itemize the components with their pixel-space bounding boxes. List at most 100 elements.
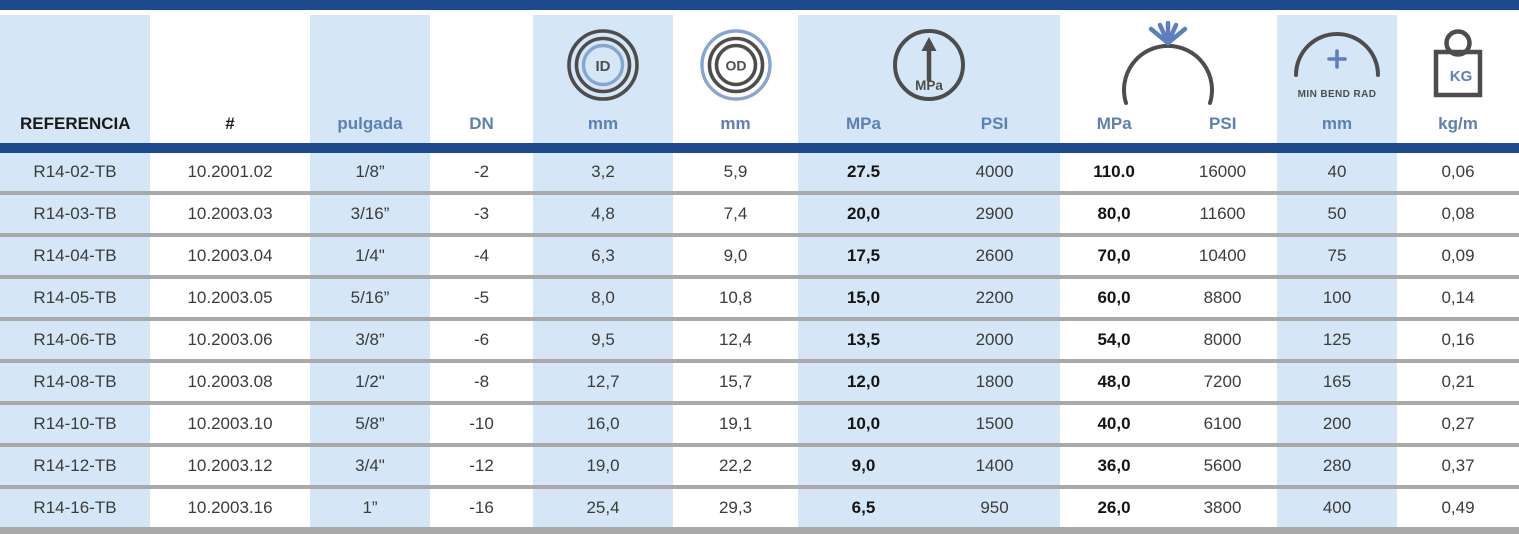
cell-work-pressure-psi: 2600 (929, 237, 1060, 275)
cell-od-mm: 10,8 (673, 279, 798, 317)
cell-id-mm: 6,3 (533, 237, 673, 275)
spec-table: REFERENCIA # pulgada DN ID mm OD (0, 15, 1519, 534)
cell-part-number: 10.2003.08 (150, 363, 310, 401)
cell-work-pressure-psi: 4000 (929, 153, 1060, 191)
cell-min-bend-rad-mm: 125 (1277, 321, 1397, 359)
cell-referencia: R14-06-TB (0, 321, 150, 359)
cell-id-mm: 25,4 (533, 489, 673, 527)
row-separator (0, 359, 1519, 363)
header-burst-pressure: MPa PSI (1060, 15, 1277, 143)
cell-work-pressure-mpa: 10,0 (798, 405, 929, 443)
row-separator (0, 401, 1519, 405)
cell-work-pressure-psi: 2200 (929, 279, 1060, 317)
cell-work-pressure-mpa: 9,0 (798, 447, 929, 485)
cell-work-pressure-psi: 950 (929, 489, 1060, 527)
cell-id-mm: 4,8 (533, 195, 673, 233)
cell-burst-pressure-mpa: 40,0 (1060, 405, 1168, 443)
cell-min-bend-rad-mm: 40 (1277, 153, 1397, 191)
cell-id-mm: 3,2 (533, 153, 673, 191)
cell-part-number: 10.2003.03 (150, 195, 310, 233)
cell-pulgada: 1” (310, 489, 430, 527)
cell-burst-pressure-mpa: 110.0 (1060, 153, 1168, 191)
cell-od-mm: 22,2 (673, 447, 798, 485)
cell-part-number: 10.2003.06 (150, 321, 310, 359)
cell-od-mm: 12,4 (673, 321, 798, 359)
cell-burst-pressure-mpa: 48,0 (1060, 363, 1168, 401)
row-separator (0, 317, 1519, 321)
cell-dn: -5 (430, 279, 533, 317)
cell-od-mm: 7,4 (673, 195, 798, 233)
cell-burst-pressure-mpa: 26,0 (1060, 489, 1168, 527)
cell-burst-pressure-psi: 8800 (1168, 279, 1277, 317)
header-min-bend-radius: MIN BEND RAD mm (1277, 15, 1397, 143)
header-working-pressure: MPa MPa PSI (798, 15, 1060, 143)
cell-weight-kg-m: 0,08 (1397, 195, 1519, 233)
cell-work-pressure-psi: 2900 (929, 195, 1060, 233)
svg-text:ID: ID (596, 58, 611, 75)
header-outer-diameter: OD mm (673, 15, 798, 143)
cell-burst-pressure-psi: 3800 (1168, 489, 1277, 527)
cell-work-pressure-mpa: 15,0 (798, 279, 929, 317)
cell-burst-pressure-mpa: 80,0 (1060, 195, 1168, 233)
cell-od-mm: 29,3 (673, 489, 798, 527)
header-dn: DN (430, 15, 533, 143)
cell-min-bend-rad-mm: 50 (1277, 195, 1397, 233)
dn-label: DN (469, 114, 494, 133)
cell-referencia: R14-05-TB (0, 279, 150, 317)
cell-referencia: R14-02-TB (0, 153, 150, 191)
id-unit-label: mm (587, 114, 619, 133)
cell-burst-pressure-psi: 11600 (1168, 195, 1277, 233)
cell-pulgada: 3/8” (310, 321, 430, 359)
cell-referencia: R14-12-TB (0, 447, 150, 485)
cell-part-number: 10.2003.04 (150, 237, 310, 275)
cell-work-pressure-psi: 1400 (929, 447, 1060, 485)
work-mpa-label: MPa (846, 114, 881, 133)
bend-unit-label: mm (1321, 114, 1353, 133)
outer-diameter-icon: OD (673, 15, 798, 114)
cell-od-mm: 15,7 (673, 363, 798, 401)
cell-burst-pressure-mpa: 60,0 (1060, 279, 1168, 317)
weight-unit-label: kg/m (1438, 114, 1478, 133)
cell-dn: -12 (430, 447, 533, 485)
burst-psi-label: PSI (1209, 114, 1237, 133)
cell-burst-pressure-mpa: 36,0 (1060, 447, 1168, 485)
header-pulgada: pulgada (310, 15, 430, 143)
cell-weight-kg-m: 0,14 (1397, 279, 1519, 317)
cell-dn: -6 (430, 321, 533, 359)
cell-dn: -10 (430, 405, 533, 443)
cell-work-pressure-mpa: 17,5 (798, 237, 929, 275)
cell-part-number: 10.2003.10 (150, 405, 310, 443)
cell-min-bend-rad-mm: 200 (1277, 405, 1397, 443)
row-separator (0, 275, 1519, 279)
cell-id-mm: 16,0 (533, 405, 673, 443)
cell-dn: -4 (430, 237, 533, 275)
cell-weight-kg-m: 0,16 (1397, 321, 1519, 359)
cell-part-number: 10.2003.16 (150, 489, 310, 527)
cell-weight-kg-m: 0,09 (1397, 237, 1519, 275)
cell-work-pressure-psi: 1800 (929, 363, 1060, 401)
cell-id-mm: 19,0 (533, 447, 673, 485)
min-bend-rad-caption: MIN BEND RAD (1297, 89, 1377, 100)
cell-part-number: 10.2003.12 (150, 447, 310, 485)
part-number-label: # (225, 114, 235, 133)
svg-text:OD: OD (725, 57, 746, 73)
cell-pulgada: 3/4" (310, 447, 430, 485)
cell-burst-pressure-mpa: 54,0 (1060, 321, 1168, 359)
cell-work-pressure-mpa: 20,0 (798, 195, 929, 233)
od-unit-label: mm (720, 114, 751, 133)
cell-min-bend-rad-mm: 280 (1277, 447, 1397, 485)
pressure-gauge-icon: MPa (798, 15, 1060, 114)
cell-pulgada: 5/8” (310, 405, 430, 443)
header-referencia: REFERENCIA (0, 15, 150, 143)
cell-od-mm: 5,9 (673, 153, 798, 191)
header-weight: KG kg/m (1397, 15, 1519, 143)
cell-burst-pressure-psi: 10400 (1168, 237, 1277, 275)
header-inner-diameter: ID mm (533, 15, 673, 143)
cell-pulgada: 1/8” (310, 153, 430, 191)
cell-pulgada: 1/2" (310, 363, 430, 401)
referencia-label: REFERENCIA (20, 114, 131, 133)
svg-text:KG: KG (1450, 68, 1473, 85)
cell-burst-pressure-psi: 16000 (1168, 153, 1277, 191)
cell-work-pressure-mpa: 6,5 (798, 489, 929, 527)
cell-work-pressure-psi: 1500 (929, 405, 1060, 443)
